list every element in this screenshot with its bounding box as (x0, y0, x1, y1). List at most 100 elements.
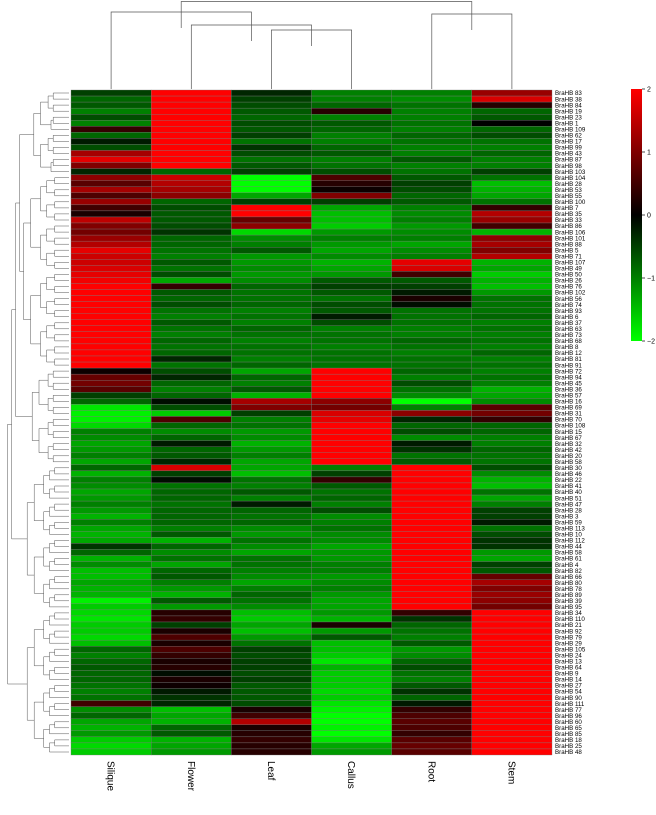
row-label: BraHB 107 (555, 260, 586, 267)
heatmap-cell (70, 277, 152, 284)
row-dendrogram-branch (33, 629, 44, 667)
row-dendrogram-branch (40, 331, 47, 357)
heatmap-cell (70, 537, 152, 544)
row-dendrogram-branch (52, 147, 69, 154)
heatmap-cell (150, 234, 232, 242)
heatmap-cell (150, 652, 232, 659)
heatmap-cell (311, 446, 392, 453)
heatmap-cell (150, 676, 232, 683)
heatmap-cell (231, 609, 312, 617)
heatmap-cell (150, 476, 232, 484)
heatmap-cell (231, 289, 312, 296)
heatmap-cell (471, 676, 553, 683)
row-label: BraHB 94 (555, 374, 582, 381)
heatmap-cell (231, 476, 312, 484)
heatmap-cell (471, 561, 553, 568)
row-dendrogram-branch (40, 283, 47, 308)
row-label: BraHB 44 (555, 544, 582, 551)
heatmap-cell (70, 240, 152, 248)
legend-tick-label: 1 (647, 150, 651, 157)
heatmap-cell (150, 482, 232, 490)
row-dendrogram-branch (49, 470, 69, 481)
row-label: BraHB 25 (555, 743, 582, 750)
heatmap-cell (311, 434, 392, 441)
row-label: BraHB 112 (555, 538, 585, 545)
heatmap-cell (150, 464, 232, 472)
heatmap-cell (311, 355, 392, 363)
row-label: BraHB 103 (555, 169, 586, 176)
heatmap-cell (231, 573, 312, 580)
heatmap-cell (391, 718, 473, 725)
heatmap-cell (150, 101, 232, 109)
heatmap-cell (471, 349, 553, 357)
heatmap-cell (70, 144, 152, 151)
heatmap-cell (231, 101, 312, 109)
heatmap-cell (391, 591, 473, 598)
row-dendrogram-branch (46, 180, 55, 194)
heatmap-cell (391, 301, 473, 308)
heatmap-cell (231, 639, 312, 647)
heatmap-cell (150, 265, 232, 272)
heatmap-cell (311, 386, 392, 393)
heatmap-cell (311, 307, 392, 314)
heatmap-cell (231, 89, 312, 97)
heatmap-cell (70, 476, 152, 484)
heatmap-cell (471, 742, 553, 750)
heatmap-cell (391, 712, 473, 719)
heatmap-cell (231, 162, 312, 169)
heatmap-cell (231, 247, 312, 254)
heatmap-cell (150, 295, 232, 302)
heatmap-cell (70, 736, 152, 744)
heatmap-cell (150, 513, 232, 520)
heatmap-cell (150, 120, 232, 127)
row-label: BraHB 85 (555, 731, 582, 738)
heatmap-cell (231, 404, 312, 411)
heatmap-cell (150, 639, 232, 647)
heatmap-cell (471, 114, 553, 121)
heatmap-cell (391, 228, 473, 236)
heatmap-cell (391, 440, 473, 447)
heatmap-cell (70, 132, 152, 139)
row-dendrogram-branch (33, 113, 41, 156)
heatmap-cell (231, 440, 312, 447)
heatmap-cell (391, 295, 473, 302)
heatmap-cell (471, 380, 553, 387)
heatmap-cell (311, 126, 392, 133)
row-dendrogram-branch (52, 135, 69, 142)
legend-tick-label: −1 (647, 276, 655, 283)
heatmap-cell (70, 126, 152, 133)
heatmap-cell (311, 253, 392, 260)
heatmap-cell (231, 168, 312, 175)
heatmap-cell (311, 652, 392, 659)
heatmap-cell (471, 440, 553, 447)
heatmap-cell (391, 494, 473, 502)
heatmap-cell (471, 343, 553, 351)
heatmap-cell (311, 730, 392, 738)
heatmap-cell (70, 646, 152, 653)
heatmap-cell (311, 500, 392, 508)
heatmap-cell (231, 343, 312, 351)
heatmap-cell (471, 482, 553, 490)
heatmap-cell (471, 156, 553, 163)
heatmap-cell (471, 519, 553, 526)
heatmap-cell (311, 234, 392, 242)
heatmap-cell (311, 107, 392, 115)
row-label: BraHB 92 (555, 628, 582, 635)
heatmap-cell (231, 603, 312, 611)
heatmap-cell (150, 404, 232, 411)
heatmap-cell (471, 712, 553, 719)
heatmap-cell (471, 452, 553, 459)
heatmap-cell (391, 597, 473, 605)
heatmap-cells (70, 89, 553, 756)
heatmap-cell (391, 89, 473, 97)
heatmap-cell (231, 367, 312, 375)
heatmap-cell (311, 259, 392, 266)
heatmap-cell (471, 410, 553, 417)
column-label: Silique (105, 761, 116, 791)
heatmap-cell (150, 494, 232, 502)
heatmap-cell (391, 506, 473, 514)
row-dendrogram-branch (54, 558, 69, 565)
heatmap-cell (70, 694, 152, 701)
heatmap-cell (70, 658, 152, 665)
heatmap-cell (150, 222, 232, 230)
